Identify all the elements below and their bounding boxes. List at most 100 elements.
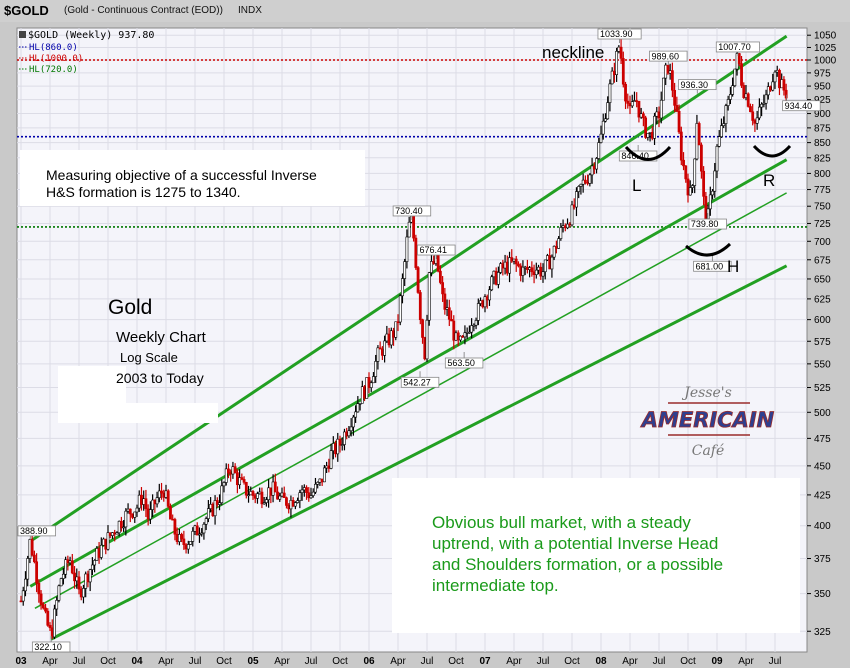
value-label: 730.40 — [395, 206, 423, 216]
x-tick-label: Oct — [216, 656, 232, 667]
price-bar-body — [79, 588, 83, 598]
price-bar-body — [541, 271, 545, 277]
x-tick-label: Jul — [189, 656, 202, 667]
price-bar-body — [244, 482, 248, 496]
price-bar-body — [209, 504, 213, 509]
price-bar-body — [708, 194, 712, 210]
value-label: 542.27 — [403, 378, 431, 388]
white-patch-top — [20, 150, 365, 206]
price-bar-body — [525, 266, 529, 270]
x-tick-label: Jul — [73, 656, 86, 667]
price-bar-body — [537, 266, 540, 271]
price-bar-body — [494, 270, 498, 285]
price-bar-body — [224, 468, 228, 483]
price-bar-body — [327, 465, 331, 469]
price-bar-body — [233, 466, 237, 473]
price-bar-body — [438, 270, 442, 283]
trend-channels — [29, 34, 788, 641]
y-tick-label: 650 — [814, 274, 831, 285]
price-bar-body — [318, 478, 322, 483]
price-bar-body — [273, 481, 277, 493]
price-bar-body — [385, 333, 389, 342]
price-bar-body — [760, 103, 764, 108]
price-bar-body — [590, 165, 594, 176]
price-bar-body — [251, 491, 255, 496]
price-bar-body — [389, 330, 393, 346]
price-bar-body — [583, 179, 587, 183]
price-bar-body — [298, 492, 302, 501]
price-bar-body — [612, 70, 616, 75]
price-bar-body — [711, 190, 714, 196]
price-bar-body — [106, 532, 110, 550]
x-tick-label: Apr — [622, 656, 638, 667]
price-bar-body — [77, 576, 81, 590]
price-bar-body — [528, 267, 532, 270]
price-bar-body — [679, 131, 683, 161]
price-bar-body — [684, 165, 688, 180]
price-bar-body — [744, 93, 748, 98]
price-bar-body — [133, 511, 137, 518]
price-bar-body — [778, 69, 781, 89]
price-bar-body — [135, 507, 139, 513]
y-tick-label: 1025 — [814, 43, 837, 54]
price-bar-body — [501, 263, 505, 269]
price-bar-body — [630, 101, 634, 107]
price-bar-body — [347, 430, 351, 437]
price-bar-body — [53, 608, 56, 638]
price-bar-body — [496, 272, 500, 285]
white-patch-bottom — [392, 478, 800, 633]
price-bar-body — [164, 490, 168, 498]
price-bar-body — [720, 125, 723, 137]
value-label-box — [688, 218, 727, 230]
price-bar-body — [717, 136, 721, 147]
price-bar-body — [19, 600, 23, 603]
price-bar-body — [97, 548, 101, 558]
value-label-box — [649, 50, 688, 62]
price-bar-body — [532, 271, 536, 275]
price-bar-body — [380, 348, 384, 356]
price-bar-body — [316, 482, 320, 485]
price-bar-body — [300, 489, 304, 493]
x-tick-label: Jul — [537, 656, 550, 667]
white-patch-left — [58, 366, 126, 404]
price-bar-body — [617, 46, 621, 52]
neckline-label: neckline — [542, 43, 604, 62]
price-bar-body — [218, 502, 221, 505]
price-bar-body — [84, 573, 88, 589]
x-tick-label: Jul — [305, 656, 318, 667]
price-bar-body — [773, 71, 777, 83]
value-label: 739.80 — [691, 219, 719, 229]
price-bar-body — [262, 502, 266, 505]
y-tick-label: 975 — [814, 68, 831, 79]
price-bar-body — [722, 123, 726, 126]
price-bar-body — [650, 131, 654, 139]
price-bar-body — [305, 487, 308, 493]
value-label-box — [597, 28, 642, 40]
price-bar-body — [639, 113, 643, 118]
price-bar-body — [740, 63, 743, 86]
price-bar-body — [775, 69, 779, 73]
price-bar-body — [376, 347, 380, 362]
price-bar-body — [169, 506, 172, 520]
price-bar-body — [26, 558, 30, 580]
price-bar-body — [229, 472, 233, 475]
price-bar-body — [162, 492, 166, 498]
price-bar-body — [367, 377, 371, 388]
value-label: 1033.90 — [600, 29, 633, 39]
price-bar-body — [175, 533, 179, 543]
price-bar-body — [124, 510, 128, 528]
price-bar-body — [331, 443, 335, 452]
logo-line-3: Café — [692, 443, 725, 459]
value-label: 322.10 — [34, 642, 62, 652]
price-bar-body — [499, 263, 503, 273]
price-bar-body — [646, 133, 650, 138]
price-bar-body — [329, 450, 333, 469]
logo-line-1: Jesse's — [681, 385, 732, 401]
price-bar-body — [227, 468, 230, 474]
price-bar-body — [610, 70, 614, 85]
price-bar-body — [644, 117, 648, 138]
price-bar-body — [505, 261, 509, 274]
gold-subtitle-1: Weekly Chart — [116, 329, 207, 346]
shoulder-left-label: L — [632, 176, 641, 195]
y-tick-label: 725 — [814, 219, 831, 230]
